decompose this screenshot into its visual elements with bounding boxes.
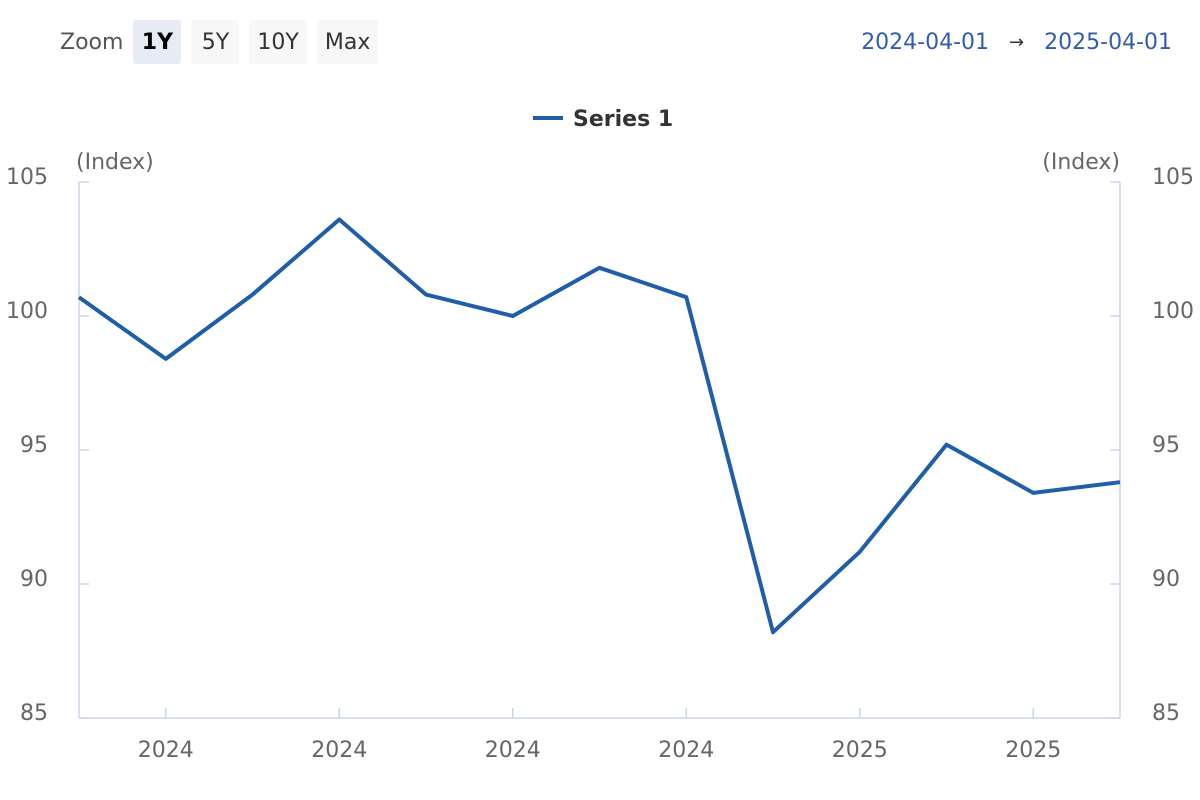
x-tick-label: 2024 <box>658 738 714 763</box>
right-y-ticks: 85 90 95 100 105 <box>1110 165 1194 726</box>
range-arrow-icon: → <box>1009 31 1025 53</box>
left-y-tick-label: 100 <box>6 299 48 324</box>
x-tick-label: 2024 <box>138 738 194 763</box>
right-y-tick-label: 95 <box>1152 433 1180 458</box>
range-from-input[interactable]: 2024-04-01 <box>861 29 990 55</box>
left-y-tick-label: 105 <box>6 165 48 190</box>
left-y-tick-label: 85 <box>20 701 48 726</box>
legend[interactable]: Series 1 <box>533 107 673 132</box>
x-tick-label: 2025 <box>832 738 888 763</box>
zoom-max-button[interactable]: Max <box>316 20 379 64</box>
axes <box>78 182 1121 719</box>
zoom-5y-button[interactable]: 5Y <box>191 20 240 64</box>
legend-label: Series 1 <box>573 107 673 132</box>
series-line <box>77 217 1121 635</box>
zoom-label: Zoom <box>60 29 124 55</box>
x-tick-label: 2025 <box>1005 738 1061 763</box>
left-y-tick-label: 90 <box>20 567 48 592</box>
x-ticks: 2024 2024 2024 2024 2025 2025 <box>138 708 1061 763</box>
right-y-tick-label: 100 <box>1152 299 1194 324</box>
zoom-bar: Zoom 1Y 5Y 10Y Max <box>60 20 388 64</box>
x-tick-label: 2024 <box>485 738 541 763</box>
x-tick-label: 2024 <box>311 738 367 763</box>
zoom-1y-button[interactable]: 1Y <box>133 20 182 64</box>
left-axis-unit: (Index) <box>76 150 154 175</box>
right-y-tick-label: 90 <box>1152 567 1180 592</box>
left-y-ticks: 85 90 95 100 105 <box>6 165 89 726</box>
right-axis-unit: (Index) <box>1042 150 1120 175</box>
date-range: 2024-04-01 → 2025-04-01 <box>861 20 1172 64</box>
right-y-tick-label: 105 <box>1152 165 1194 190</box>
left-y-tick-label: 95 <box>20 433 48 458</box>
zoom-10y-button[interactable]: 10Y <box>249 20 307 64</box>
right-y-tick-label: 85 <box>1152 701 1180 726</box>
range-to-input[interactable]: 2025-04-01 <box>1044 29 1172 55</box>
